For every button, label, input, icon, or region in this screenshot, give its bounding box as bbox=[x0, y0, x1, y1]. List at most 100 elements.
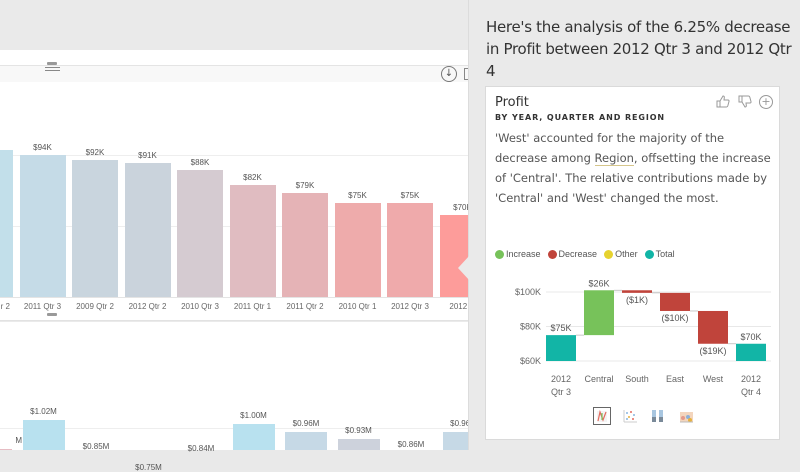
waterfall-chart-icon[interactable] bbox=[593, 407, 611, 425]
legend-label: Other bbox=[615, 249, 638, 259]
bar-2010-qtr-3[interactable] bbox=[177, 170, 223, 297]
bar-2010-qtr-1[interactable] bbox=[334, 202, 381, 297]
scatter-chart-icon[interactable] bbox=[621, 407, 639, 425]
bar-2011-qtr-1[interactable] bbox=[229, 185, 276, 297]
secondary-bar[interactable] bbox=[337, 438, 380, 450]
legend-dot-decrease bbox=[547, 249, 557, 259]
legend-item-decrease: Decrease bbox=[547, 249, 598, 259]
bar-value-label: $88K bbox=[190, 158, 210, 167]
x-axis-label: 2011 Qtr 1 bbox=[233, 302, 272, 311]
y-tick-label: $100K bbox=[515, 287, 541, 297]
thumbs-down-icon[interactable] bbox=[737, 95, 753, 112]
card-title: Profit bbox=[495, 95, 529, 110]
x-axis-label: r 2 bbox=[0, 302, 10, 311]
bar-2011-qtr-3[interactable] bbox=[19, 155, 66, 297]
scrollbar-thumb[interactable] bbox=[47, 313, 57, 316]
gridline bbox=[0, 155, 468, 156]
legend-item-total: Total bbox=[644, 249, 675, 259]
secondary-bar-value-label: $1.00M bbox=[240, 410, 267, 420]
x-category-label: Central bbox=[584, 374, 613, 384]
add-icon[interactable]: + bbox=[759, 95, 773, 109]
legend-item-other: Other bbox=[604, 249, 638, 259]
bar-value-label: $91K bbox=[138, 150, 157, 160]
x-axis-label: 2011 Qtr 2 bbox=[286, 302, 324, 311]
legend-label: Total bbox=[655, 249, 675, 259]
legend-dot-increase bbox=[495, 249, 504, 259]
y-tick-label: $80K bbox=[520, 322, 541, 332]
waterfall-data-label: $75K bbox=[550, 323, 571, 333]
secondary-bar[interactable] bbox=[22, 419, 65, 450]
waterfall-data-label: ($1K) bbox=[626, 295, 648, 305]
bar-2009-qtr-2[interactable] bbox=[72, 160, 118, 297]
x-category-label: Qtr 4 bbox=[741, 387, 761, 397]
bar-value-label: $79K bbox=[295, 180, 315, 190]
secondary-bar-value-label: $0.93M bbox=[345, 425, 372, 435]
x-axis-label: 2012 Qtr 3 bbox=[391, 302, 429, 311]
secondary-bar-value-label: $0.75M bbox=[135, 463, 162, 472]
profit-by-quarter-visual[interactable]: ↓ r 2 $94K 2011 Qtr 3 $92K 2009 Qtr 2 $91K 201… bbox=[0, 50, 486, 321]
legend-dot-total bbox=[644, 249, 654, 259]
x-axis-label: 2010 Qtr 1 bbox=[338, 302, 377, 311]
secondary-bar[interactable] bbox=[285, 432, 327, 450]
y-tick-label: $60K bbox=[520, 356, 541, 366]
insight-title: Here's the analysis of the 6.25% decreas… bbox=[486, 18, 792, 80]
more-options-icon[interactable] bbox=[464, 68, 469, 80]
report-canvas: ↓ r 2 $94K 2011 Qtr 3 $92K 2009 Qtr 2 $91K 201… bbox=[0, 50, 486, 472]
waterfall-bar-central[interactable] bbox=[584, 290, 614, 336]
legend-label: Increase bbox=[506, 249, 541, 259]
insight-card: Profit BY YEAR, QUARTER AND REGION + 'We… bbox=[485, 86, 780, 440]
chart-legend: Increase Decrease Other Total bbox=[495, 249, 675, 259]
bar-value-label: $82K bbox=[243, 173, 262, 182]
x-category-label: South bbox=[625, 374, 649, 384]
x-axis-label: 2010 Qtr 3 bbox=[181, 302, 219, 311]
axis-line bbox=[0, 297, 468, 298]
waterfall-data-label: $70K bbox=[740, 332, 761, 342]
waterfall-data-label: ($19K) bbox=[699, 346, 726, 356]
description-text: 'West' accounted for the majority of the… bbox=[495, 131, 725, 165]
waterfall-bar-south[interactable] bbox=[622, 290, 652, 293]
x-category-label: West bbox=[703, 374, 724, 384]
card-actions: + bbox=[715, 95, 773, 112]
bar-2012-qtr-3[interactable] bbox=[387, 202, 433, 297]
secondary-bar-value-label: $0.86M bbox=[397, 440, 425, 450]
bar-value-label: $75K bbox=[400, 190, 420, 200]
ribbon-chart-icon[interactable] bbox=[677, 407, 695, 425]
drag-handle-icon[interactable] bbox=[45, 62, 60, 71]
secondary-bar-value-label: $0.96M bbox=[292, 419, 320, 429]
description-text: , offsetting the increase of 'Central'. … bbox=[495, 151, 771, 205]
x-category-label: Qtr 3 bbox=[551, 387, 571, 397]
bar-2011-qtr-2[interactable] bbox=[0, 150, 13, 297]
legend-item-increase: Increase bbox=[495, 249, 541, 259]
bar-2011-qtr-2[interactable] bbox=[282, 192, 328, 297]
bar-value-label: $75K bbox=[348, 190, 367, 200]
x-category-label: 2012 bbox=[741, 374, 761, 384]
chart-type-switcher bbox=[593, 407, 695, 425]
waterfall-bar-west[interactable] bbox=[698, 310, 728, 344]
thumbs-up-icon[interactable] bbox=[715, 95, 731, 112]
x-category-label: East bbox=[666, 374, 685, 384]
waterfall-data-label: ($10K) bbox=[661, 313, 688, 323]
waterfall-bar-2012-qtr-3[interactable] bbox=[546, 335, 576, 361]
x-category-label: 2012 bbox=[551, 374, 571, 384]
profit-total-visual[interactable]: M $1.02M $0.85M $0.75M $0.84M $1.00M $0.96M $0.… bbox=[0, 322, 485, 472]
secondary-bar-value-label: $0.85M bbox=[82, 442, 110, 452]
waterfall-bar-2012-qtr-4[interactable] bbox=[736, 343, 766, 361]
bar-value-label: $92K bbox=[85, 148, 105, 157]
x-axis-label: 2012 Q bbox=[449, 302, 476, 311]
waterfall-bar-east[interactable] bbox=[660, 292, 690, 311]
insights-panel: Here's the analysis of the 6.25% decreas… bbox=[468, 0, 800, 450]
column-chart-icon[interactable] bbox=[649, 407, 667, 425]
region-link[interactable]: Region bbox=[594, 151, 634, 166]
bar-2012-qtr-2[interactable] bbox=[124, 162, 171, 297]
card-subtitle: BY YEAR, QUARTER AND REGION bbox=[495, 113, 666, 122]
bar-value-label: $70K bbox=[453, 203, 472, 212]
secondary-bar[interactable] bbox=[232, 423, 275, 450]
legend-label: Decrease bbox=[558, 249, 598, 259]
download-icon[interactable]: ↓ bbox=[441, 66, 457, 82]
secondary-bar-value-label: M bbox=[15, 436, 22, 445]
waterfall-chart: $60K $80K $100K $75K 2012 Qtr 3 $26K Central ($1… bbox=[515, 278, 771, 397]
visual-header bbox=[0, 65, 468, 82]
x-axis-label: 2011 Qtr 3 bbox=[23, 302, 62, 311]
waterfall-data-label: $26K bbox=[588, 278, 609, 288]
secondary-bar-value-label: $0.84M bbox=[187, 444, 215, 454]
